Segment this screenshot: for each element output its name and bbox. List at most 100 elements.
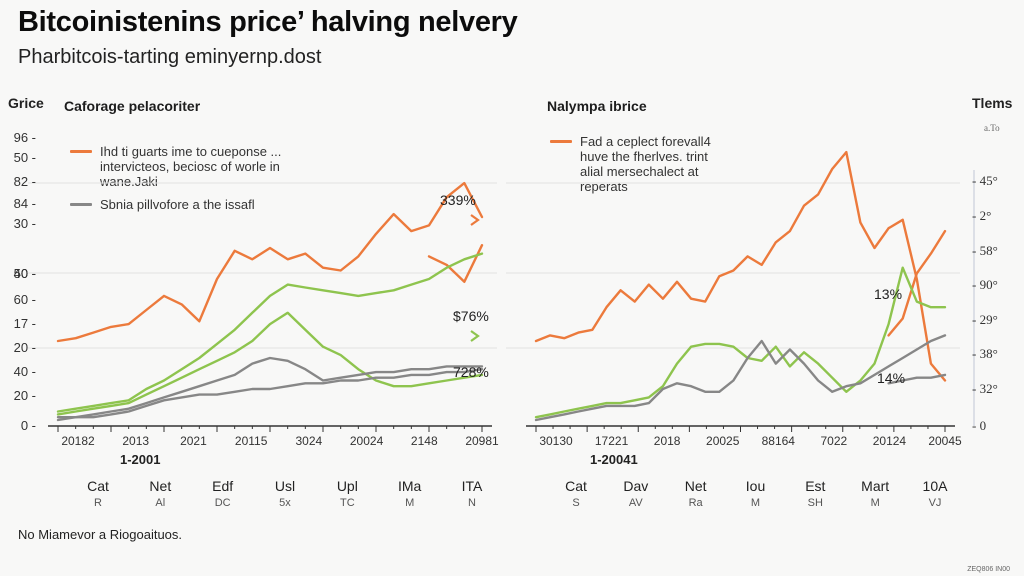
- category-name: Est: [805, 478, 826, 494]
- category-sub: VJ: [928, 497, 942, 509]
- category-name: Iou: [745, 478, 766, 494]
- category-name: Mart: [861, 478, 890, 494]
- category-sub: M: [405, 497, 415, 509]
- series-line-orange-tail: [427, 243, 484, 283]
- annotation-label: 14%: [877, 370, 906, 386]
- x-tick-label: 88164: [761, 434, 795, 448]
- annotation-label: 728%: [453, 364, 489, 380]
- y-tick-label: 50 -: [13, 266, 36, 281]
- category-label: Est SH: [805, 478, 825, 512]
- x-tick-label: 2021: [180, 434, 207, 448]
- x-tick-label: 20025: [706, 434, 740, 448]
- annotation-label: 339%: [440, 192, 476, 208]
- legend-label: Sbnia pillvofore a the issafl: [100, 197, 255, 212]
- annotation-label: $76%: [453, 308, 489, 324]
- x-axis-title: 1-20041: [590, 452, 638, 467]
- x-tick-label: 20045: [928, 434, 962, 448]
- category-name: ITA: [461, 478, 483, 494]
- category-sub: Al: [155, 497, 166, 509]
- legend-item: Sbnia pillvofore a the issafl: [70, 197, 330, 212]
- x-tick-label: 20182: [61, 434, 95, 448]
- chart-panel-2: [506, 150, 975, 432]
- y-tick-label: - 2°: [972, 208, 992, 223]
- x-tick-label: 17221: [594, 434, 629, 448]
- x-tick-label: 3024: [295, 434, 323, 448]
- category-label: IMa M: [398, 478, 421, 512]
- category-sub: SH: [807, 497, 823, 509]
- green-arrowhead: [470, 330, 480, 342]
- y-tick-label: 20 -: [13, 388, 36, 403]
- y-tick-label: 60 -: [13, 292, 36, 307]
- category-sub: Ra: [688, 497, 703, 509]
- left-legend: Ihd ti guarts ime to cueponse ... interv…: [70, 144, 330, 220]
- x-tick-label: 20124: [872, 434, 907, 448]
- right-y-axis-title: Tlems: [972, 95, 1013, 111]
- y-tick-label: 20 -: [13, 340, 36, 355]
- x-tick-label: 7022: [820, 434, 848, 448]
- right-y-axis-unit: a.To: [984, 123, 1000, 133]
- x-tick-label: 20024: [349, 434, 384, 448]
- category-label: Usl 5x: [275, 478, 295, 512]
- category-name: Net: [684, 478, 707, 494]
- y-tick-label: 40 -: [13, 266, 36, 281]
- y-tick-label: 17 -: [13, 316, 36, 331]
- category-sub: M: [750, 497, 761, 509]
- category-sub: 5x: [279, 497, 291, 509]
- category-sub: N: [468, 497, 476, 509]
- legend-swatch-gray: [70, 203, 92, 206]
- series-line-gray-b: [887, 373, 947, 385]
- series-line-green: [534, 266, 947, 419]
- category-name: 10A: [922, 478, 948, 494]
- series-line-orange: [534, 150, 947, 382]
- series-line-orange-rebound: [887, 229, 947, 337]
- category-sub: TC: [339, 497, 355, 509]
- right-panel-title: Nalympa ibrice: [547, 98, 647, 114]
- legend-label: Ihd ti guarts ime to cueponse ... interv…: [100, 144, 282, 189]
- category-label: Dav AV: [623, 478, 648, 512]
- category-name: Dav: [623, 478, 649, 494]
- legend-item: Ihd ti guarts ime to cueponse ... interv…: [70, 144, 330, 189]
- category-sub: S: [572, 497, 580, 509]
- category-sub: AV: [628, 497, 643, 509]
- category-label: Upl TC: [337, 478, 358, 512]
- series-line-gray-b: [56, 368, 484, 422]
- footer-note: No Miamevor a Riogoaituos.: [18, 527, 183, 542]
- annotation-label: 13%: [874, 286, 903, 302]
- category-sub: M: [870, 497, 880, 509]
- category-label: Iou M: [746, 478, 765, 512]
- category-name: Cat: [565, 478, 587, 494]
- category-label: Edf DC: [212, 478, 233, 512]
- category-label: Net Ra: [685, 478, 707, 512]
- category-label: Cat S: [565, 478, 587, 512]
- chart-subtitle: Pharbitcois-tarting eminyernp.dost: [18, 46, 322, 68]
- category-sub: DC: [214, 497, 231, 509]
- chart-panel-1: [28, 181, 497, 432]
- y-tick-label: 82 -: [13, 174, 36, 189]
- category-sub: R: [94, 497, 102, 509]
- y-tick-label: 96 -: [13, 130, 36, 145]
- category-label: ITA N: [462, 478, 483, 512]
- category-label: Mart M: [861, 478, 889, 512]
- series-line-orange: [56, 181, 484, 343]
- y-tick-label: - 90°: [972, 277, 998, 292]
- legend-swatch-orange: [70, 150, 92, 153]
- x-tick-label: 20115: [234, 434, 268, 448]
- y-tick-label: 84 -: [13, 196, 36, 211]
- category-name: Upl: [336, 478, 358, 494]
- legend-swatch-orange: [550, 140, 572, 143]
- y-tick-label: - 38°: [972, 346, 998, 361]
- category-name: Edf: [212, 478, 234, 494]
- category-name: Usl: [274, 478, 296, 494]
- y-tick-label: - 32°: [972, 381, 998, 396]
- x-axis-title: 1-2001: [120, 452, 161, 467]
- image-credit: ZEQ806 IN00: [967, 566, 1010, 573]
- y-tick-label: - 58°: [972, 243, 998, 258]
- x-tick-label: 20981: [465, 434, 499, 448]
- x-tick-label: 2018: [653, 434, 681, 448]
- series-line-green-a: [56, 252, 484, 413]
- category-name: IMa: [397, 478, 422, 494]
- y-tick-label: 0 -: [20, 418, 36, 433]
- orange-arrowhead: [470, 214, 480, 226]
- y-tick-label: - 45°: [972, 173, 998, 188]
